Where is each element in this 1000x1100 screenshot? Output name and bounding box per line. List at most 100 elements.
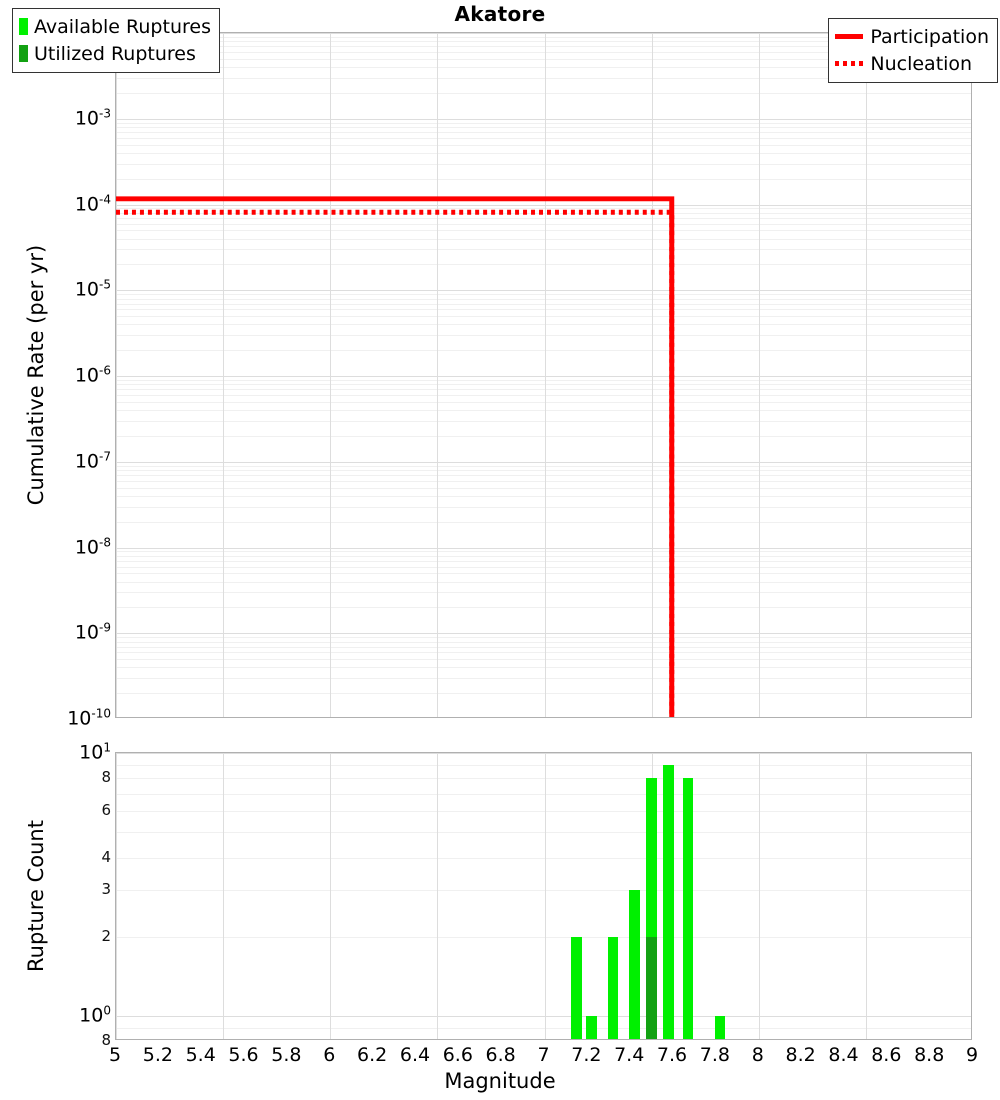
xtick-label: 8 (751, 1044, 764, 1066)
bar-available (714, 1015, 726, 1039)
ytick-label: 10-3 (74, 106, 111, 130)
ytick-label: 10-10 (67, 706, 111, 730)
gridline-v (758, 33, 760, 717)
gridline-h (116, 303, 971, 305)
gridline-h (116, 212, 971, 214)
gridline-v (758, 753, 760, 1039)
xtick-label: 7.8 (699, 1044, 730, 1066)
ytick-label: 10-4 (74, 191, 111, 216)
gridline-h (116, 384, 971, 386)
gridline-h (116, 936, 971, 938)
dotted-line-icon (835, 61, 864, 66)
gridline-h (116, 208, 971, 210)
gridline-h (116, 230, 971, 232)
gridline-h (116, 435, 971, 437)
legend-item-participation: Participation (835, 23, 989, 50)
gridline-h (116, 1027, 971, 1029)
gridline-h (116, 667, 971, 669)
gridline-h (116, 294, 971, 296)
gridline-v (865, 33, 867, 717)
legend-label-available-ruptures: Available Ruptures (34, 15, 211, 38)
bar-available (571, 936, 582, 1039)
bottom-ytick-labels: 101 100 8 6 4 3 2 8 (0, 0, 111, 1100)
curve-nucleation (116, 209, 675, 717)
gridline-h (116, 753, 971, 754)
gridline-h (116, 560, 971, 562)
ytick-label: 10-5 (74, 277, 111, 301)
gridline-h (116, 309, 971, 311)
gridline-h (116, 52, 971, 53)
gridline-h (116, 420, 971, 422)
legend-label-participation: Participation (870, 25, 989, 48)
gridline-v (330, 753, 332, 1039)
ytick-label: 100 (79, 1002, 111, 1027)
gridline-h (116, 389, 971, 391)
gridline-h (116, 646, 971, 648)
gridline-h (116, 324, 971, 326)
gridline-h (116, 659, 971, 661)
gridline-h (116, 793, 971, 795)
gridline-h (116, 238, 971, 240)
gridline-h (116, 316, 971, 318)
bar-available (629, 890, 640, 1039)
gridline-h (116, 41, 971, 43)
rupture-count-plot (115, 752, 972, 1040)
gridline-h (116, 249, 971, 251)
gridline-h (116, 566, 971, 568)
gridline-h (116, 641, 971, 643)
xtick-label: 5 (108, 1044, 122, 1066)
ytick-label-minor: 8 (101, 1031, 111, 1049)
utilized-color-icon (19, 45, 28, 62)
xtick-label: 6.4 (399, 1044, 431, 1066)
gridline-h (116, 678, 971, 680)
gridline-h (116, 461, 971, 463)
legend-item-available-ruptures: Available Ruptures (19, 13, 211, 40)
gridline-h (116, 127, 971, 129)
gridline-v (116, 33, 117, 717)
legend-item-nucleation: Nucleation (835, 50, 989, 77)
ytick-label: 10-7 (74, 449, 111, 473)
gridline-h (116, 778, 971, 780)
gridline-h (116, 401, 971, 403)
xaxis-title: Magnitude (444, 1069, 556, 1093)
gridline-v (437, 33, 439, 717)
gridline-h (116, 58, 971, 60)
gridline-h (116, 118, 971, 120)
gridline-h (116, 46, 971, 48)
gridline-h (116, 857, 971, 859)
legend-label-utilized-ruptures: Utilized Ruptures (34, 42, 196, 65)
gridline-h (116, 480, 971, 482)
gridline-h (116, 832, 971, 833)
xtick-label: 7.2 (571, 1044, 602, 1066)
gridline-h (116, 137, 971, 139)
gridline-h (116, 637, 971, 639)
gridline-h (116, 506, 971, 508)
gridline-h (116, 152, 971, 154)
gridline-h (116, 298, 971, 300)
xtick-label: 8.2 (785, 1044, 816, 1066)
gridline-h (116, 1015, 971, 1017)
gridline-h (116, 470, 971, 472)
gridline-h (116, 547, 971, 549)
xtick-label: 8.8 (914, 1044, 945, 1066)
ytick-label-minor: 2 (101, 926, 111, 945)
bar-available (586, 1015, 597, 1039)
page-title: Akatore (454, 2, 546, 26)
gridline-h (116, 607, 971, 609)
rupture-legend: Available Ruptures Utilized Ruptures (12, 8, 220, 73)
rate-legend: Participation Nucleation (828, 18, 998, 83)
xtick-label: 5.6 (228, 1044, 259, 1066)
gridline-v (223, 753, 225, 1039)
gridline-h (116, 204, 971, 206)
bar-utilized (646, 936, 657, 1039)
gridline-h (116, 410, 971, 412)
gridline-h (116, 495, 971, 497)
gridline-h (116, 890, 971, 892)
gridline-h (116, 290, 971, 292)
xtick-label: 7.6 (656, 1044, 688, 1066)
ytick-label-minor: 6 (101, 801, 111, 820)
xtick-label: 8.6 (871, 1044, 902, 1066)
curve-participation (116, 196, 675, 717)
xtick-label: 9 (965, 1044, 979, 1066)
